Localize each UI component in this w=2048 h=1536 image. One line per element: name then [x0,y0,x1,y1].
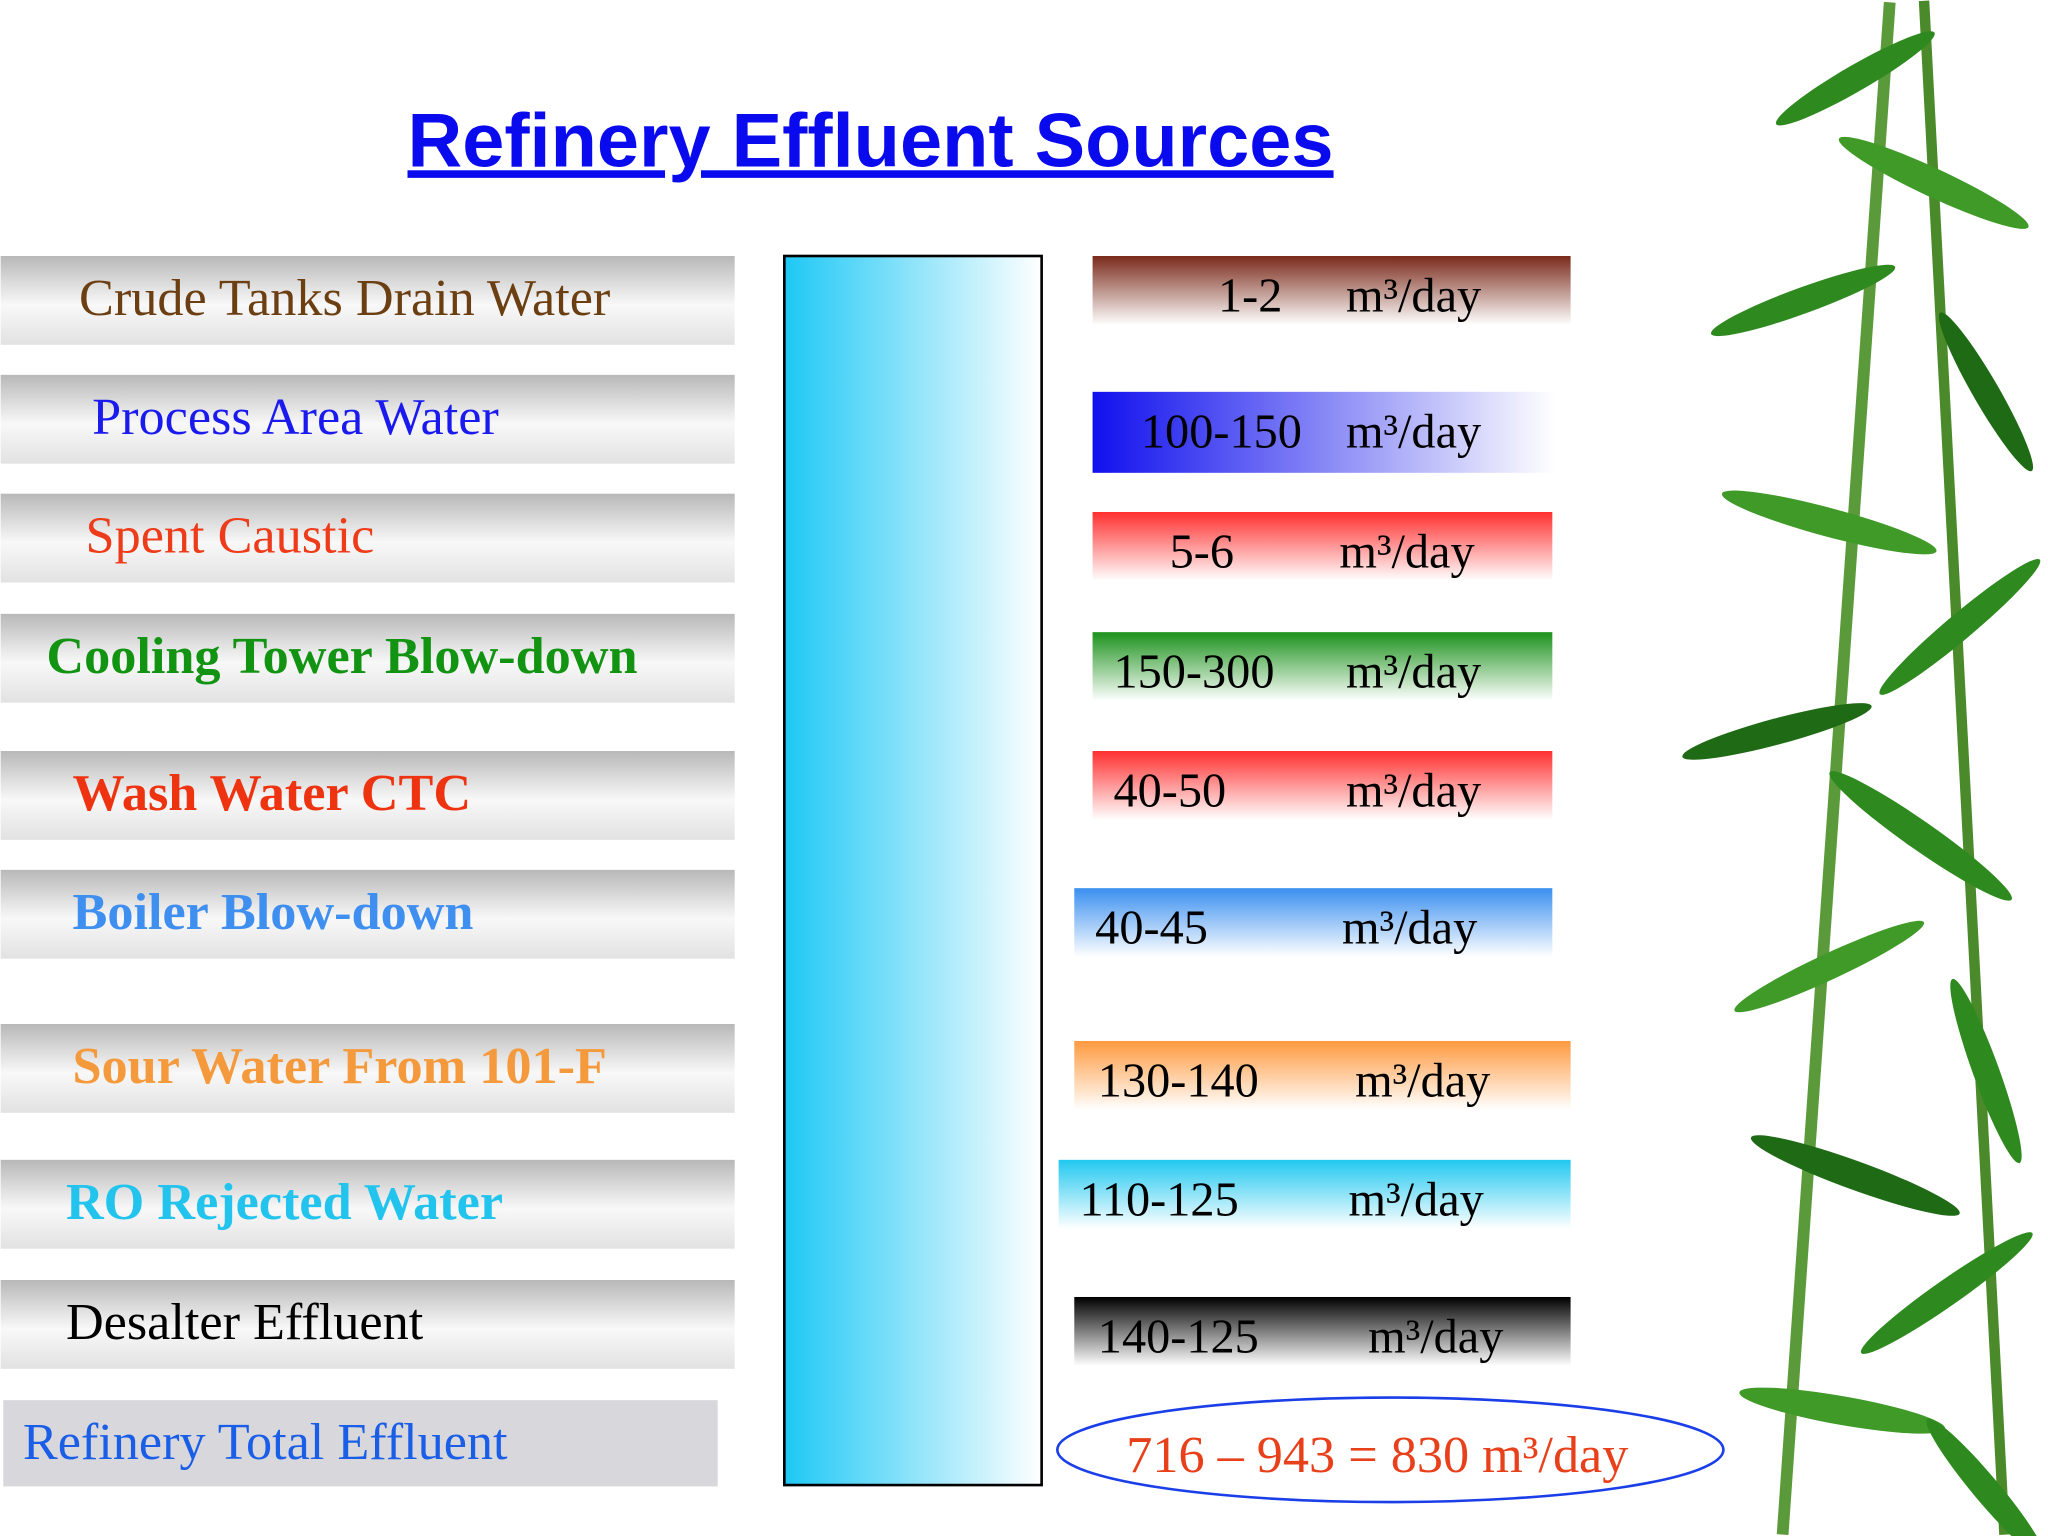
source-bar [0,374,735,464]
flow-box [1092,512,1553,593]
source-label: Sour Water From 101-F [72,1037,606,1095]
source-bar [0,613,735,703]
flow-unit: m³/day [1346,646,1481,699]
flow-unit: m³/day [1346,765,1481,818]
source-bar [0,869,735,959]
flow-unit: m³/day [1355,1054,1490,1107]
slide-title: Refinery Effluent Sources [407,98,1333,183]
source-label: Spent Caustic [86,507,375,565]
flow-box [1058,1159,1571,1241]
flow-box [1092,751,1553,832]
flow-amount: 100-150 [1141,405,1302,458]
flow-amount: 40-50 [1113,765,1226,818]
source-label: Process Area Water [92,388,499,446]
source-label: Cooling Tower Blow-down [46,627,637,685]
flow-amount: 140-125 [1098,1310,1259,1363]
flow-amount: 130-140 [1098,1054,1259,1107]
flow-amount: 40-45 [1095,902,1208,955]
flow-amount: 110-125 [1080,1173,1239,1226]
source-label: RO Rejected Water [66,1173,503,1231]
flow-unit: m³/day [1339,526,1474,579]
source-bar [0,493,735,583]
source-bar [0,1024,735,1113]
flow-unit: m³/day [1368,1310,1503,1363]
source-label: Wash Water CTC [72,764,471,822]
flow-unit: m³/day [1349,1173,1484,1226]
flow-box [1074,1296,1571,1378]
flow-box [1092,256,1571,337]
flow-amount: 1-2 [1218,270,1282,323]
collector-column [783,254,1043,1487]
flow-amount: 5-6 [1170,526,1234,579]
source-label: Desalter Effluent [66,1293,424,1351]
bamboo-decoration [1682,0,2046,1536]
flow-unit: m³/day [1346,270,1481,323]
source-bar [0,751,735,840]
flow-unit: m³/day [1346,405,1481,458]
source-bar [0,1280,735,1369]
flow-box [1074,888,1553,970]
flow-unit: m³/day [1342,902,1477,955]
source-label: Crude Tanks Drain Water [79,269,610,327]
total-value: 716 – 943 = 830 m³/day [1126,1426,1628,1484]
source-bar [0,256,735,345]
flow-box [1092,391,1555,473]
total-bar [3,1400,718,1487]
total-ellipse [1056,1396,1725,1504]
source-label: Boiler Blow-down [72,883,473,941]
total-label: Refinery Total Effluent [23,1413,508,1471]
flow-box [1074,1040,1571,1122]
flow-amount: 150-300 [1113,646,1274,699]
flow-box [1092,632,1553,714]
source-bar [0,1159,735,1249]
